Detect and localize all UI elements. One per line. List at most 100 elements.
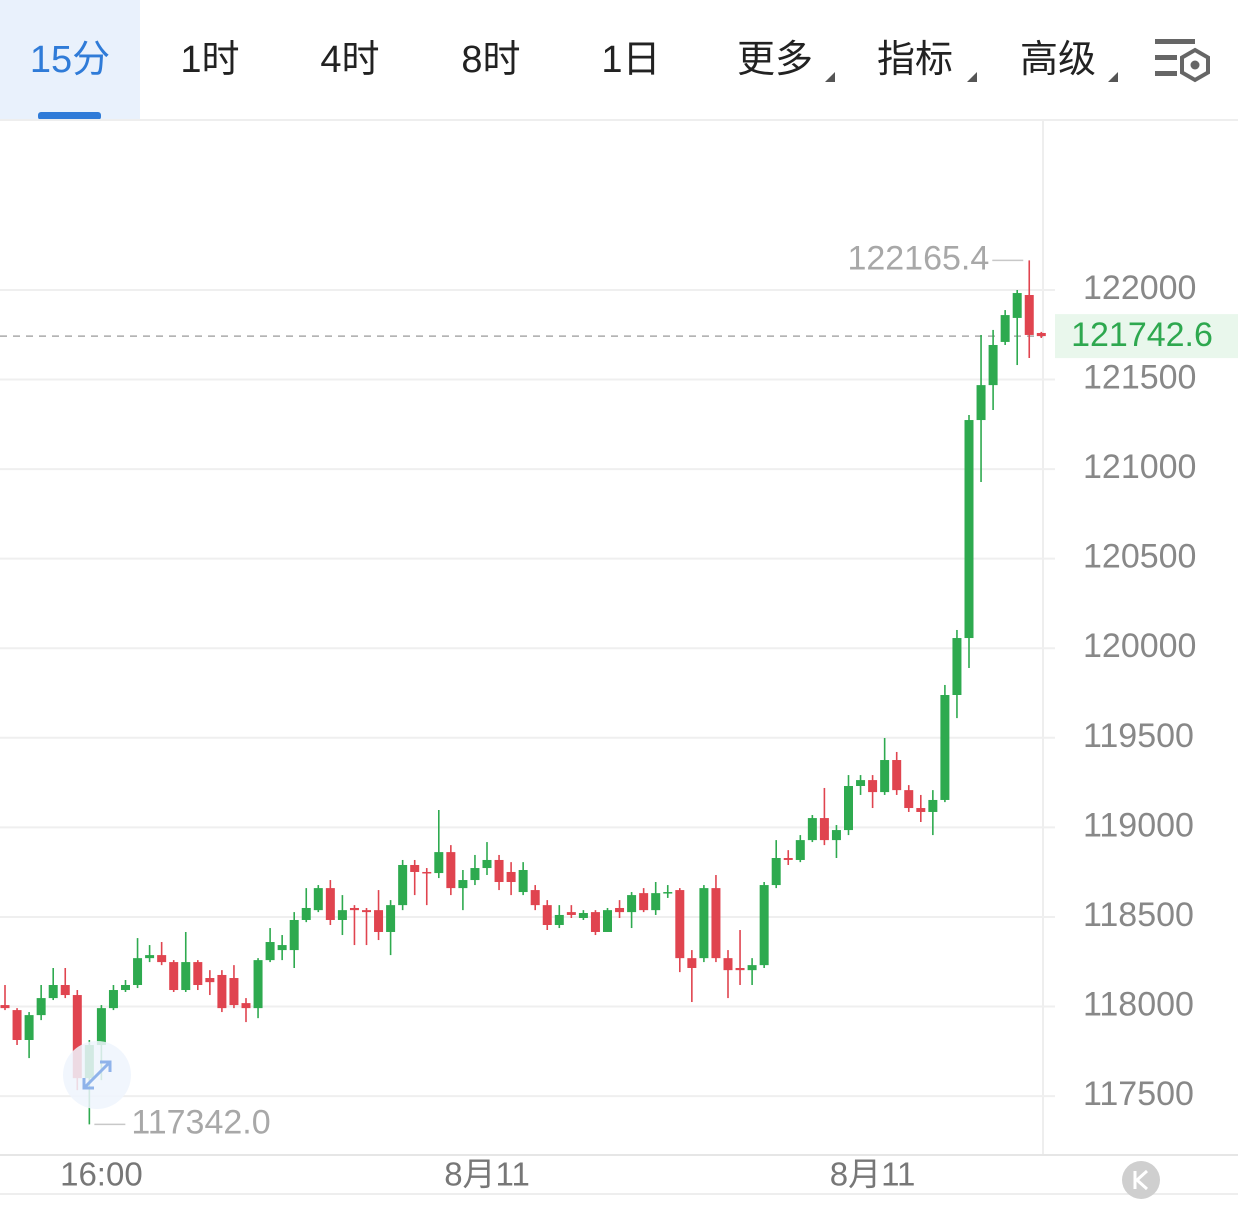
candle-body	[205, 978, 215, 983]
candle-body	[819, 818, 829, 841]
candle-body	[542, 905, 552, 925]
candle-body	[868, 780, 878, 793]
candle-body	[482, 859, 492, 869]
candle-body	[603, 910, 612, 932]
candle-body	[506, 871, 516, 883]
k-icon	[1133, 1169, 1149, 1191]
candle-body	[1000, 315, 1010, 342]
settings-icon[interactable]	[1155, 39, 1210, 83]
candle-body	[108, 990, 118, 1009]
candle-body	[325, 888, 335, 920]
candle-body	[229, 978, 239, 1006]
y-tick-label: 119000	[1083, 806, 1194, 844]
k-button[interactable]	[1122, 1161, 1160, 1199]
dropdown-caret	[825, 72, 835, 82]
candle-body	[771, 858, 781, 886]
low-label: 117342.0	[131, 1103, 270, 1141]
candle-body	[844, 785, 853, 831]
candle-body	[795, 840, 805, 860]
candle-body	[1036, 332, 1046, 337]
active-tab-bg	[0, 0, 140, 120]
candle-body	[72, 995, 82, 1079]
candle-body	[386, 905, 396, 932]
labels-layer: 117500 118000 118500 119000 119500 120000 1205…	[60, 239, 1238, 1193]
candle-body	[856, 780, 866, 786]
candle-body	[1012, 293, 1022, 318]
candle-body	[36, 998, 46, 1016]
y-tick-label: 117500	[1083, 1075, 1194, 1113]
candle-body	[735, 967, 745, 971]
candle-body	[157, 955, 167, 963]
candle-body	[566, 912, 576, 915]
y-tick-label: 119500	[1083, 717, 1194, 755]
candle-body	[639, 893, 649, 911]
candle-body	[530, 890, 540, 906]
candle-body	[976, 385, 986, 421]
candle-body	[434, 852, 444, 874]
time-tab[interactable]: 1时	[180, 39, 239, 81]
candle-body	[48, 985, 58, 999]
candle-body	[289, 919, 299, 951]
time-tab[interactable]: 指标	[877, 39, 953, 81]
y-tick-label: 118000	[1083, 985, 1194, 1023]
time-tab[interactable]: 1日	[601, 39, 660, 81]
candle-body	[711, 888, 721, 959]
candle-body	[964, 420, 974, 639]
candle-body	[494, 859, 504, 883]
candle-body	[349, 907, 359, 911]
candles-layer	[0, 260, 1046, 1125]
last-price-label: 121742.6	[1071, 316, 1213, 354]
candle-body	[96, 1008, 106, 1046]
candle-body	[687, 958, 697, 968]
x-tick-label: 16:00	[60, 1156, 143, 1193]
candle-body	[313, 888, 323, 911]
candle-body	[60, 985, 70, 996]
candle-body	[627, 895, 637, 913]
time-tab[interactable]: 更多	[737, 39, 813, 81]
candle-body	[940, 695, 950, 800]
candle-body	[831, 830, 841, 841]
candle-body	[590, 912, 600, 932]
y-tick-label: 118500	[1083, 896, 1194, 934]
candle-body	[807, 818, 817, 841]
y-tick-label: 122000	[1083, 269, 1196, 307]
candle-body	[892, 760, 902, 791]
candle-body	[651, 893, 661, 911]
high-label: 122165.4	[847, 239, 989, 277]
time-tab[interactable]: 高级	[1020, 39, 1096, 81]
grid-layer	[0, 288, 1055, 1098]
candle-body	[277, 945, 287, 951]
candle-body	[470, 868, 480, 881]
candle-body	[133, 958, 143, 986]
candle-body	[578, 912, 588, 919]
time-tab[interactable]: 4时	[320, 39, 379, 81]
candle-body	[675, 890, 685, 959]
candle-body	[241, 1003, 251, 1009]
time-tab[interactable]: 15分	[30, 39, 110, 81]
candle-body	[337, 910, 347, 920]
candle-body	[723, 958, 733, 971]
candle-body	[121, 985, 130, 991]
candle-body	[458, 880, 468, 889]
active-tab-indicator	[38, 112, 101, 120]
candle-body	[952, 638, 962, 695]
time-tab[interactable]: 8时	[461, 39, 520, 81]
dropdown-caret	[1108, 72, 1118, 82]
candle-body	[554, 914, 564, 925]
candle-body	[193, 962, 203, 986]
candle-body	[217, 974, 227, 1009]
candle-body	[398, 864, 408, 906]
candle-body	[518, 870, 528, 893]
candle-body	[1024, 295, 1034, 335]
y-tick-label: 121500	[1083, 359, 1196, 397]
x-tick-label: 8月11	[444, 1156, 530, 1193]
candle-body	[301, 907, 311, 920]
candle-body	[422, 871, 432, 874]
y-tick-label: 121000	[1083, 448, 1196, 486]
candle-body	[759, 885, 769, 966]
candle-body	[265, 942, 275, 961]
candle-body	[12, 1010, 22, 1040]
candle-body	[145, 955, 155, 959]
candle-body	[699, 888, 709, 959]
